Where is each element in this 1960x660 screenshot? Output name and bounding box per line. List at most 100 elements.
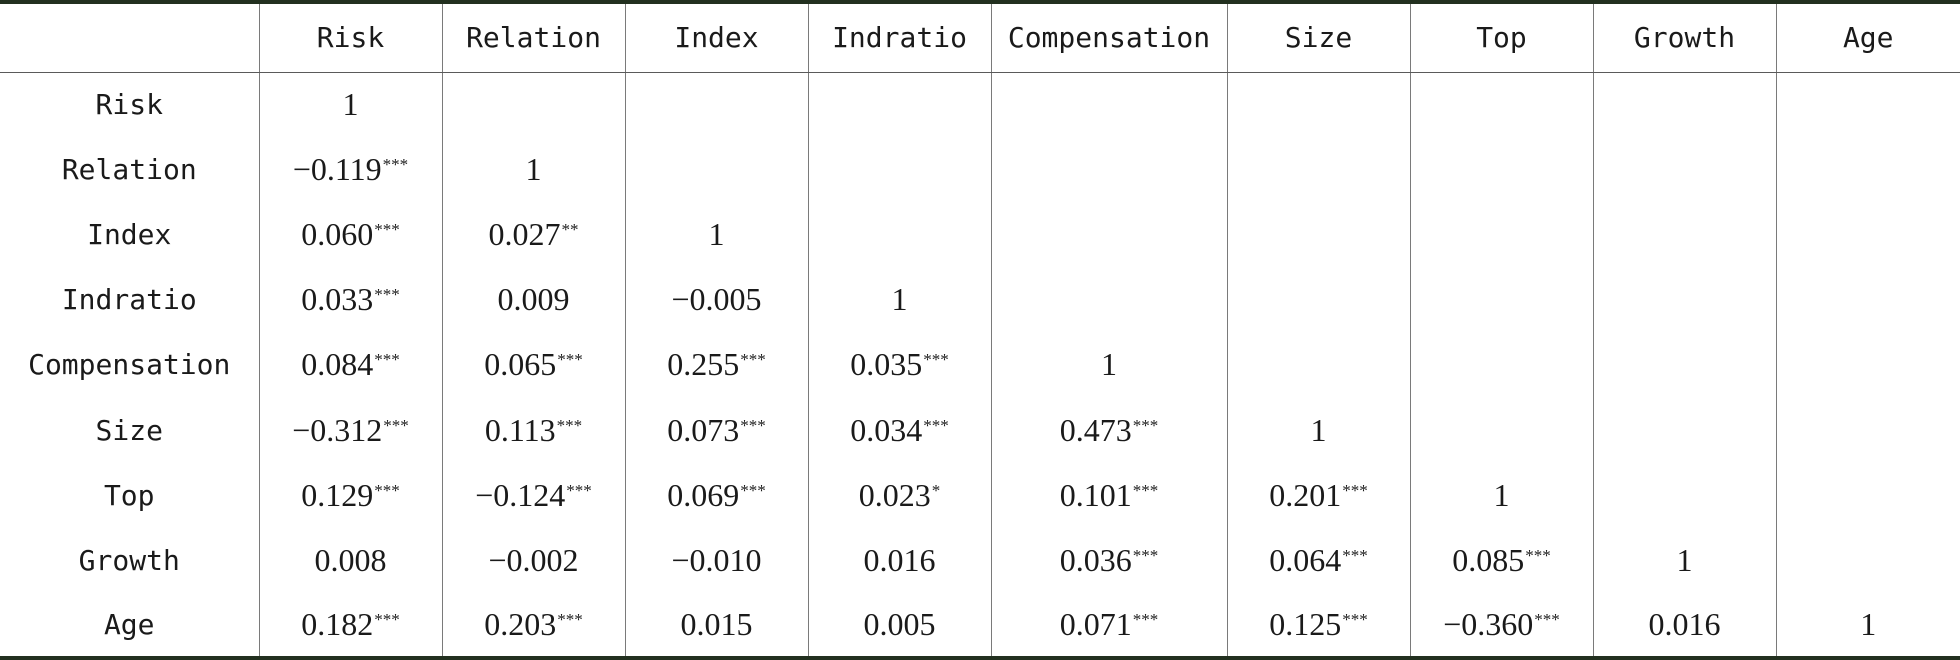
significance-stars: *** bbox=[374, 480, 400, 500]
table-cell: 0.036*** bbox=[990, 527, 1227, 593]
table-cell bbox=[1592, 267, 1776, 333]
table-cell: −0.119*** bbox=[258, 137, 442, 203]
table-cell: 0.084*** bbox=[258, 332, 442, 398]
column-header: Risk bbox=[258, 2, 442, 73]
row-label: Relation bbox=[61, 153, 197, 187]
significance-stars: *** bbox=[1342, 545, 1368, 565]
header-row: Risk Relation Index Indratio Compensation Siz… bbox=[0, 2, 1960, 73]
table-cell bbox=[1775, 527, 1960, 593]
significance-stars: *** bbox=[374, 609, 400, 629]
table-cell bbox=[624, 137, 808, 203]
cell-value: 1 bbox=[891, 281, 908, 318]
table-row: Relation −0.119*** 1 bbox=[0, 137, 1960, 203]
cell-value: 0.005 bbox=[863, 605, 936, 642]
cell-value: 0.101 bbox=[1059, 476, 1132, 513]
table-cell: 1 bbox=[441, 137, 625, 203]
table-cell: 0.065*** bbox=[441, 332, 625, 398]
significance-stars: *** bbox=[383, 415, 409, 435]
row-label: Growth bbox=[78, 543, 180, 577]
significance-stars: *** bbox=[740, 350, 766, 370]
cell-value: 0.085 bbox=[1452, 541, 1525, 578]
significance-stars: *** bbox=[740, 415, 766, 435]
cell-value: 1 bbox=[1676, 541, 1693, 578]
significance-stars: ** bbox=[561, 220, 579, 240]
table-row: Indratio 0.033*** 0.009 −0.005 1 bbox=[0, 267, 1960, 333]
table-cell bbox=[1775, 397, 1960, 463]
significance-stars: *** bbox=[740, 480, 766, 500]
cell-value: 1 bbox=[1860, 605, 1877, 642]
table-cell: 1 bbox=[258, 72, 442, 138]
cell-value: 1 bbox=[342, 86, 359, 123]
cell-value: 0.071 bbox=[1059, 605, 1132, 642]
row-label: Compensation bbox=[28, 348, 231, 382]
cell-value: 0.035 bbox=[850, 346, 923, 383]
table-cell bbox=[624, 72, 808, 138]
table-cell: −0.124*** bbox=[441, 462, 625, 528]
cell-value: 0.113 bbox=[484, 411, 556, 448]
cell-value: 0.036 bbox=[1059, 541, 1132, 578]
table-cell bbox=[1775, 202, 1960, 268]
table-cell: 0.016 bbox=[807, 527, 991, 593]
table-cell bbox=[1775, 332, 1960, 398]
cell-value: 1 bbox=[525, 151, 542, 188]
row-label: Top bbox=[103, 478, 155, 512]
table-cell: −0.360*** bbox=[1409, 592, 1593, 658]
table-cell bbox=[1775, 462, 1960, 528]
cell-value: 0.034 bbox=[850, 411, 923, 448]
table-cell: −0.005 bbox=[624, 267, 808, 333]
table-cell bbox=[807, 202, 991, 268]
table-cell: 0.035*** bbox=[807, 332, 991, 398]
table-cell bbox=[1226, 202, 1410, 268]
table-cell bbox=[1775, 137, 1960, 203]
cell-value: 0.129 bbox=[301, 476, 374, 513]
table-cell bbox=[441, 72, 625, 138]
cell-value: 0.009 bbox=[497, 281, 570, 318]
table-cell: −0.312*** bbox=[258, 397, 442, 463]
table-cell: 1 bbox=[624, 202, 808, 268]
table-cell bbox=[990, 267, 1227, 333]
table-cell bbox=[1775, 267, 1960, 333]
table-cell: 0.071*** bbox=[990, 592, 1227, 658]
significance-stars: *** bbox=[374, 285, 400, 305]
table-cell: 0.060*** bbox=[258, 202, 442, 268]
cell-value: 0.084 bbox=[301, 346, 374, 383]
significance-stars: *** bbox=[1342, 609, 1368, 629]
table-cell bbox=[807, 137, 991, 203]
cell-value: 0.065 bbox=[484, 346, 557, 383]
cell-value: −0.360 bbox=[1443, 605, 1534, 642]
table-cell bbox=[990, 137, 1227, 203]
table-cell: 0.129*** bbox=[258, 462, 442, 528]
cell-value: 0.125 bbox=[1269, 605, 1342, 642]
table-cell: 0.005 bbox=[807, 592, 991, 658]
row-label: Age bbox=[103, 607, 155, 641]
cell-value: 0.064 bbox=[1269, 541, 1342, 578]
significance-stars: *** bbox=[382, 155, 409, 175]
column-header: Top bbox=[1409, 2, 1593, 73]
significance-stars: *** bbox=[557, 350, 583, 370]
table-cell bbox=[1592, 462, 1776, 528]
table-cell bbox=[1409, 267, 1593, 333]
table-cell: 0.009 bbox=[441, 267, 625, 333]
cell-value: 0.203 bbox=[484, 605, 557, 642]
table-cell: 0.027** bbox=[441, 202, 625, 268]
table-cell bbox=[1592, 397, 1776, 463]
table-cell: 0.008 bbox=[258, 527, 442, 593]
significance-stars: *** bbox=[1534, 609, 1560, 629]
significance-stars: * bbox=[931, 480, 941, 500]
significance-stars: *** bbox=[1132, 415, 1159, 435]
column-header: Indratio bbox=[807, 2, 991, 73]
cell-value: 0.073 bbox=[667, 411, 740, 448]
significance-stars: *** bbox=[566, 480, 592, 500]
significance-stars: *** bbox=[557, 609, 583, 629]
significance-stars: *** bbox=[1525, 545, 1551, 565]
table-cell bbox=[990, 72, 1227, 138]
table-cell: 0.125*** bbox=[1226, 592, 1410, 658]
header-corner bbox=[0, 2, 259, 73]
table-row: Size −0.312*** 0.113*** 0.073*** 0.034*** 0.4… bbox=[0, 397, 1960, 463]
table-cell bbox=[1775, 72, 1960, 138]
cell-value: 0.023 bbox=[858, 476, 931, 513]
significance-stars: *** bbox=[923, 350, 949, 370]
table-cell: 0.182*** bbox=[258, 592, 442, 658]
table-cell: 0.023* bbox=[807, 462, 991, 528]
